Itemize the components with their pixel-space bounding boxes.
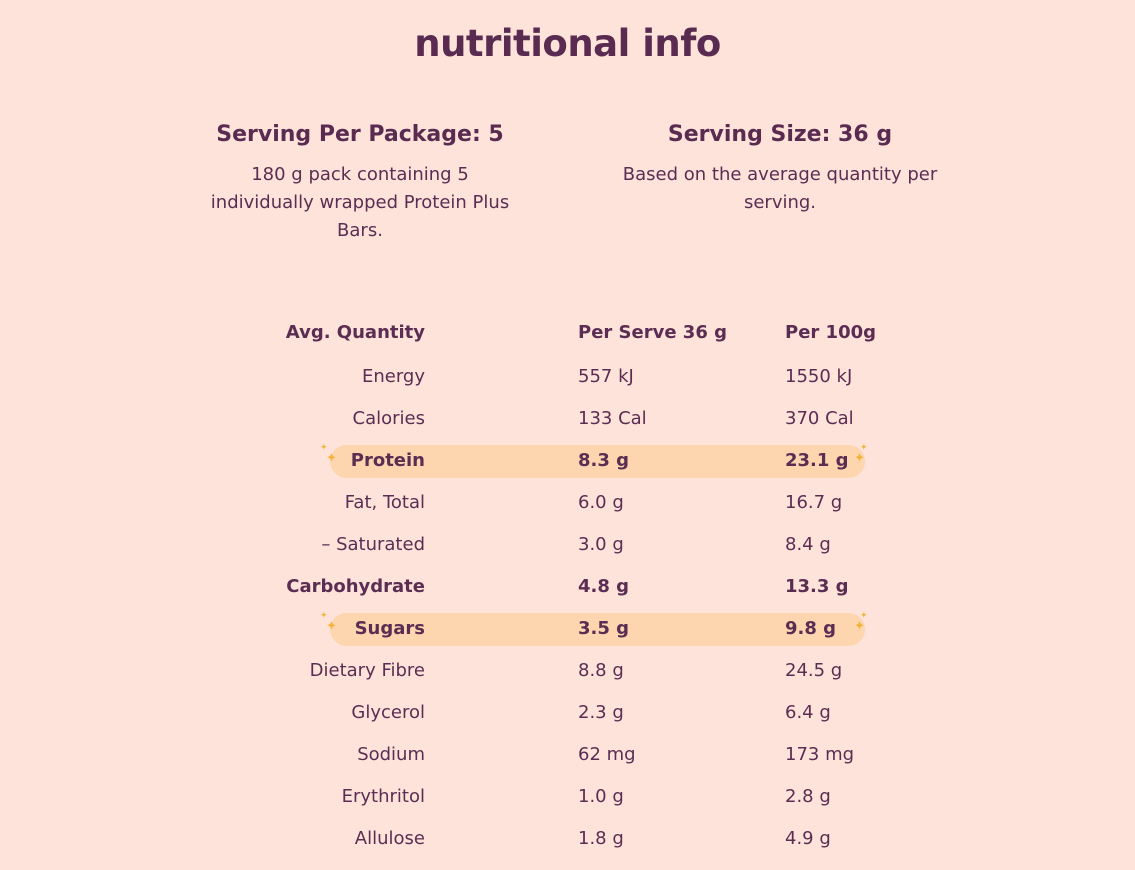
table-row: – Saturated 3.0 g 8.4 g [0,524,1135,566]
sparkle-icon: ✦ [854,619,865,634]
table-row: Sodium 62 mg 173 mg [0,734,1135,776]
nutrient-name: Sugars [354,618,425,639]
per-100g-value: 24.5 g [785,660,843,681]
serving-per-package-block: Serving Per Package: 5 180 g pack contai… [200,122,520,245]
highlight-band [330,445,865,478]
table-row: ✦ ✦ ✦ ✦ Sugars 3.5 g 9.8 g [0,608,1135,650]
table-row: Allulose 1.8 g 4.9 g [0,818,1135,860]
sparkle-icon: ✦ [860,611,868,621]
per-serve-value: 1.0 g [578,786,624,807]
nutrient-name: Glycerol [351,702,425,723]
table-row: Calories 133 Cal 370 Cal [0,398,1135,440]
per-100g-value: 1550 kJ [785,366,853,387]
sparkle-icon: ✦ [860,443,868,453]
table-row: Energy 557 kJ 1550 kJ [0,356,1135,398]
serving-size-heading: Serving Size: 36 g [667,122,893,147]
table-row: Fat, Total 6.0 g 16.7 g [0,482,1135,524]
per-serve-value: 8.3 g [578,450,630,471]
per-serve-value: 4.8 g [578,576,630,597]
serving-size-block: Serving Size: 36 g Based on the average … [610,122,950,217]
serving-size-description: Based on the average quantity per servin… [622,164,938,213]
page-title: nutritional info [414,22,721,65]
nutrient-name: Erythritol [341,786,425,807]
header-avg-quantity: Avg. Quantity [285,322,425,343]
nutrition-table-header: Avg. Quantity Per Serve 36 g Per 100g [0,312,1135,356]
serving-per-package-description: 180 g pack containing 5 individually wra… [210,164,510,241]
sparkle-icon: ✦ [326,619,337,634]
per-serve-value: 2.3 g [578,702,624,723]
nutrient-name: Fat, Total [344,492,425,513]
per-serve-value: 8.8 g [578,660,624,681]
serving-per-package-heading: Serving Per Package: 5 [216,122,504,147]
per-serve-value: 133 Cal [578,408,647,429]
table-row: Dietary Fibre 8.8 g 24.5 g [0,650,1135,692]
sparkle-icon: ✦ [320,443,328,453]
table-row: Carbohydrate 4.8 g 13.3 g [0,566,1135,608]
nutrition-table-body: Energy 557 kJ 1550 kJ Calories 133 Cal 370 Ca… [0,356,1135,860]
per-serve-value: 557 kJ [578,366,634,387]
table-row: Erythritol 1.0 g 2.8 g [0,776,1135,818]
nutrient-name: – Saturated [321,534,425,555]
nutrient-name: Dietary Fibre [309,660,425,681]
per-100g-value: 4.9 g [785,828,831,849]
sparkle-icon: ✦ [326,451,337,466]
per-serve-value: 3.5 g [578,618,630,639]
per-100g-value: 23.1 g [785,450,849,471]
per-100g-value: 2.8 g [785,786,831,807]
nutrient-name: Carbohydrate [286,576,425,597]
nutrition-table: Avg. Quantity Per Serve 36 g Per 100g En… [0,312,1135,860]
per-100g-value: 173 mg [785,744,855,765]
highlight-band [330,613,865,646]
nutrient-name: Energy [361,366,425,387]
nutrient-name: Sodium [357,744,425,765]
per-serve-value: 1.8 g [578,828,624,849]
nutrient-name: Protein [350,450,425,471]
sparkle-icon: ✦ [320,611,328,621]
per-serve-value: 6.0 g [578,492,624,513]
table-row: Glycerol 2.3 g 6.4 g [0,692,1135,734]
per-100g-value: 370 Cal [785,408,854,429]
per-100g-value: 16.7 g [785,492,843,513]
nutrient-name: Calories [352,408,425,429]
per-100g-value: 6.4 g [785,702,831,723]
per-100g-value: 9.8 g [785,618,837,639]
per-serve-value: 3.0 g [578,534,624,555]
per-100g-value: 13.3 g [785,576,849,597]
per-100g-value: 8.4 g [785,534,831,555]
nutrient-name: Allulose [354,828,425,849]
header-per-100g: Per 100g [785,322,877,343]
header-per-serve: Per Serve 36 g [578,322,728,343]
sparkle-icon: ✦ [854,451,865,466]
table-row: ✦ ✦ ✦ ✦ Protein 8.3 g 23.1 g [0,440,1135,482]
per-serve-value: 62 mg [578,744,636,765]
